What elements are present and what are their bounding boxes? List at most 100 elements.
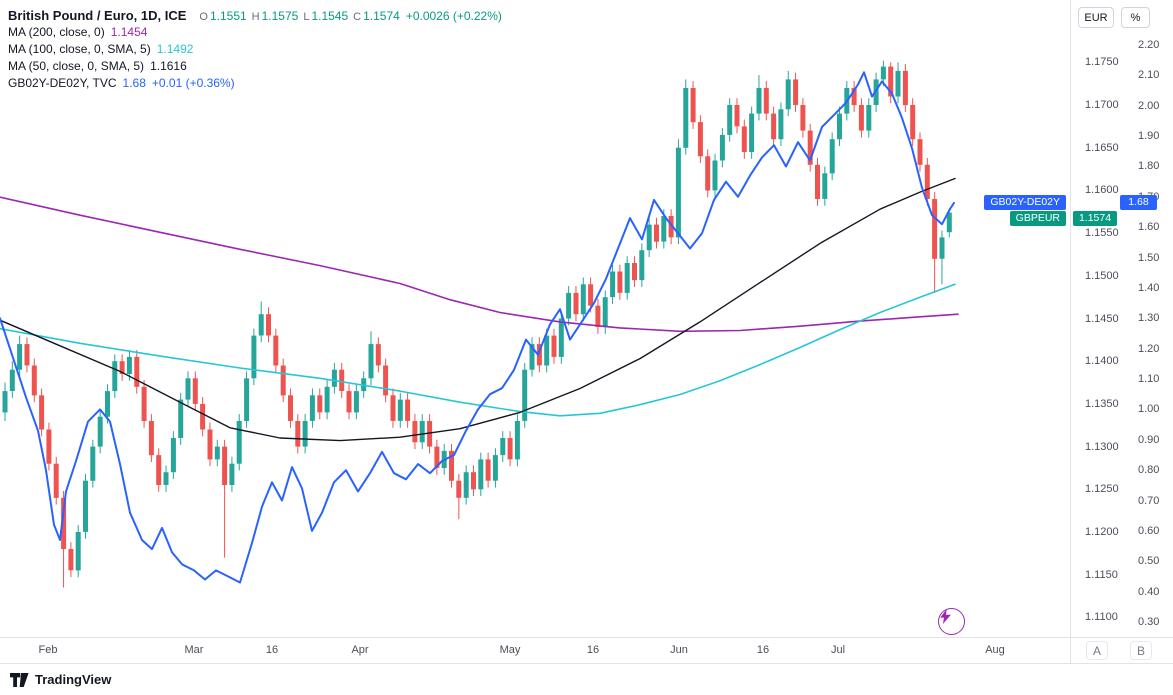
indicator-value-ma100: 1.1492 (156, 42, 194, 56)
candle (485, 452, 491, 488)
indicator-value-ma200: 1.1454 (110, 25, 148, 39)
candle (478, 452, 484, 497)
candle (595, 298, 601, 334)
time-axis[interactable]: Feb Mar 16 Apr May 16 Jun 16 Jul Aug (0, 637, 1070, 664)
candle (273, 328, 279, 373)
candle (258, 301, 264, 343)
candle (288, 388, 293, 428)
candle (295, 414, 301, 454)
eur-tick-label: 1.1450 (1085, 312, 1119, 325)
time-tick-label: Jun (670, 644, 688, 656)
time-tick-label: 16 (265, 644, 279, 656)
time-tick-label: Jul (830, 644, 846, 656)
low-label: L (303, 11, 310, 23)
time-tick-label: Feb (38, 644, 58, 656)
candle (31, 358, 37, 403)
open-value: 1.1551 (209, 9, 247, 23)
tradingview-logo-icon (10, 672, 29, 687)
candle (68, 542, 74, 578)
candle (449, 444, 454, 488)
candle (412, 414, 418, 450)
candle (617, 264, 623, 300)
candle (668, 209, 674, 245)
candle (492, 448, 498, 488)
eur-tick-label: 1.1550 (1085, 227, 1119, 240)
candle (800, 98, 806, 138)
candle (573, 286, 579, 322)
candle (141, 380, 147, 428)
gbpeur-price-badge[interactable]: 1.1574 (1073, 211, 1117, 226)
gb02y-de02y-price-badge[interactable]: 1.68 (1120, 195, 1157, 210)
candle (390, 388, 396, 428)
candle (566, 286, 572, 326)
indicator-label-spread[interactable]: GB02Y-DE02Y, TVC (8, 76, 117, 90)
candle (734, 98, 740, 134)
candle (654, 217, 659, 249)
candle (902, 64, 908, 112)
quick-trade-lightning-button[interactable] (938, 608, 965, 635)
candlestick-chart (0, 60, 959, 588)
candle (185, 371, 191, 407)
candle (368, 331, 374, 386)
candle (53, 456, 59, 505)
candle (822, 166, 828, 206)
indicator-value-ma50: 1.1616 (150, 59, 187, 73)
candle (346, 384, 352, 420)
candle (331, 362, 337, 394)
candle (749, 106, 755, 159)
eur-tick-label: 1.1250 (1085, 483, 1119, 496)
percent-unit-button[interactable]: % (1121, 7, 1150, 28)
indicator-label-ma50[interactable]: MA (50, close, 0, SMA, 5) (8, 59, 145, 73)
currency-unit-button[interactable]: EUR (1078, 7, 1114, 28)
candle (317, 388, 323, 420)
candle (544, 328, 550, 373)
close-label: C (353, 11, 362, 23)
candle (427, 414, 433, 454)
candle (763, 81, 769, 121)
candle (463, 465, 469, 505)
gb02y-de02y-series-label[interactable]: GB02Y-DE02Y (984, 195, 1066, 210)
candle (939, 230, 945, 285)
candle (558, 311, 564, 364)
candle (83, 473, 88, 539)
price-axis[interactable]: EUR % 1.1750 1.1700 1.1650 1.1600 1.1550 1.15… (1070, 0, 1173, 637)
auto-scale-b-button[interactable]: B (1130, 641, 1152, 660)
open-label: O (199, 11, 208, 23)
symbol-title[interactable]: British Pound / Euro, 1D, ICE (8, 8, 187, 23)
candle (924, 158, 930, 206)
indicator-label-ma100[interactable]: MA (100, close, 0, SMA, 5) (8, 42, 151, 56)
chart-plot-area[interactable]: GB02Y-DE02Y GBPEUR (0, 0, 1070, 637)
indicator-label-ma200[interactable]: MA (200, close, 0) (8, 25, 105, 39)
candle (46, 422, 52, 471)
candle (815, 158, 820, 206)
candle (756, 75, 762, 121)
candle (793, 72, 799, 112)
auto-scale-a-button[interactable]: A (1086, 641, 1108, 660)
pct-tick-label: 0.80 (1138, 464, 1160, 477)
indicator-value-spread: 1.68 (122, 76, 146, 90)
candle (200, 397, 206, 437)
candle (895, 62, 901, 104)
ma-100-line (0, 283, 956, 417)
time-tick-label: Mar (184, 644, 204, 656)
tradingview-logo[interactable]: TradingView (10, 672, 111, 687)
candle (251, 328, 257, 386)
pct-tick-label: 1.40 (1138, 281, 1160, 294)
candle (163, 465, 169, 492)
candle (727, 98, 733, 142)
candle (222, 439, 228, 558)
pct-tick-label: 2.00 (1138, 99, 1160, 112)
indicator-row-ma200: MA (200, close, 0) 1.1454 (8, 24, 502, 41)
candle (771, 106, 777, 146)
pct-tick-label: 2.20 (1138, 39, 1160, 51)
pct-tick-label: 0.40 (1138, 585, 1160, 598)
candle (353, 384, 359, 420)
pct-tick-label: 0.50 (1138, 555, 1160, 568)
eur-tick-label: 1.1650 (1085, 141, 1119, 154)
candle (910, 98, 916, 146)
candle (580, 277, 586, 322)
gbpeur-series-label[interactable]: GBPEUR (1009, 211, 1066, 226)
candle (456, 473, 462, 520)
eur-tick-label: 1.1500 (1085, 269, 1119, 282)
